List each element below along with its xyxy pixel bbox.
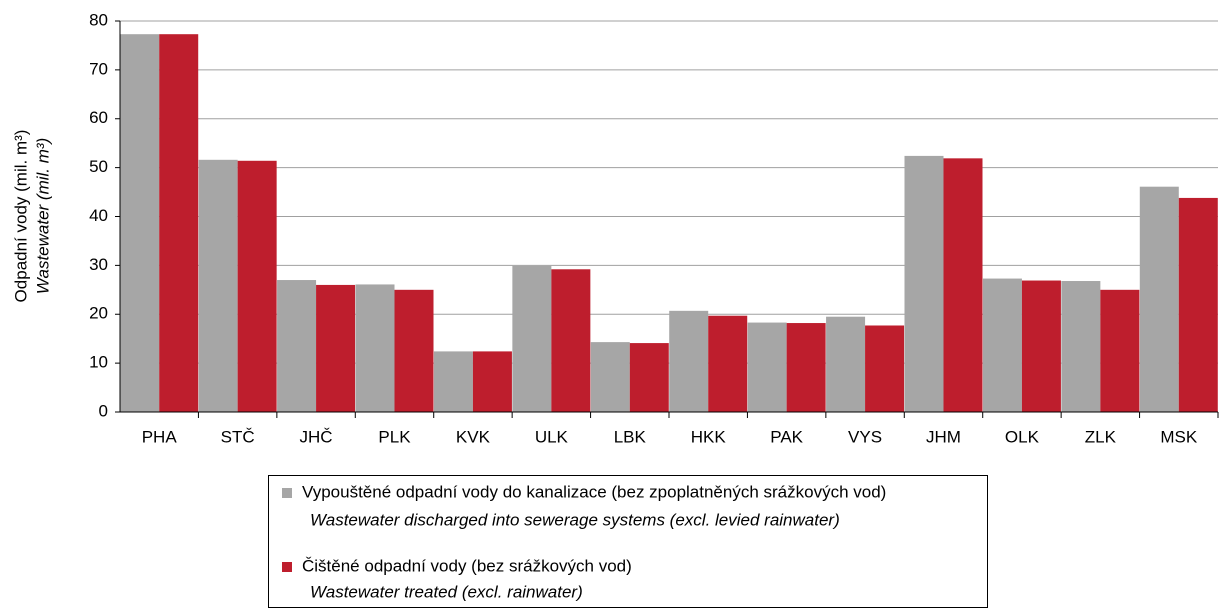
legend-label-en: Wastewater treated (excl. rainwater) xyxy=(310,582,583,601)
bar xyxy=(1061,281,1101,412)
y-tick-label: 50 xyxy=(89,157,108,176)
y-axis-label: Odpadní vody (mil. m³) xyxy=(11,130,30,303)
legend-swatch xyxy=(282,488,292,498)
bar xyxy=(198,159,238,412)
x-tick-label: OLK xyxy=(1005,427,1040,446)
x-tick-label: KVK xyxy=(456,427,491,446)
x-tick-label: PLK xyxy=(378,427,411,446)
legend-label: Vypouštěné odpadní vody do kanalizace (b… xyxy=(302,482,886,501)
bar xyxy=(433,351,473,412)
bar xyxy=(826,316,866,412)
bar xyxy=(159,34,199,412)
bar xyxy=(1100,289,1140,412)
y-tick-label: 30 xyxy=(89,255,108,274)
x-tick-label: LBK xyxy=(614,427,647,446)
x-tick-label: JHM xyxy=(926,427,961,446)
y-tick-label: 70 xyxy=(89,59,108,78)
bar xyxy=(1178,197,1218,412)
y-tick-label: 0 xyxy=(99,401,108,420)
x-tick-label: STČ xyxy=(221,427,255,446)
x-tick-label: ULK xyxy=(535,427,569,446)
bar xyxy=(277,280,317,412)
bar xyxy=(982,278,1022,412)
x-tick-label: PHA xyxy=(142,427,178,446)
y-tick-label: 40 xyxy=(89,206,108,225)
x-tick-label: ZLK xyxy=(1085,427,1117,446)
legend-label-en: Wastewater discharged into sewerage syst… xyxy=(310,510,840,529)
bar xyxy=(904,155,944,412)
bar xyxy=(472,351,512,412)
bar xyxy=(120,34,160,412)
x-tick-label: MSK xyxy=(1160,427,1198,446)
x-tick-label: PAK xyxy=(770,427,803,446)
x-tick-label: JHČ xyxy=(300,427,333,446)
bar xyxy=(786,323,826,412)
bar xyxy=(394,289,434,412)
bar xyxy=(316,284,356,412)
bar xyxy=(943,158,983,412)
bar xyxy=(355,284,395,412)
bar xyxy=(629,343,669,412)
bar xyxy=(708,315,748,412)
bar xyxy=(865,325,905,412)
bar xyxy=(669,310,709,412)
legend-label: Čištěné odpadní vody (bez srážkových vod… xyxy=(302,556,632,575)
bar xyxy=(237,160,277,412)
bar xyxy=(551,269,591,412)
y-tick-label: 80 xyxy=(89,10,108,29)
x-tick-label: VYS xyxy=(848,427,882,446)
legend-swatch xyxy=(282,562,292,572)
x-tick-label: HKK xyxy=(691,427,727,446)
bar xyxy=(1021,280,1061,412)
bar xyxy=(512,265,552,412)
y-tick-label: 10 xyxy=(89,353,108,372)
y-axis-label-en: Wastewater (mil. m³) xyxy=(33,138,52,294)
bar xyxy=(747,322,787,412)
bar xyxy=(1139,186,1179,412)
bar xyxy=(590,342,630,412)
y-tick-label: 60 xyxy=(89,108,108,127)
y-tick-label: 20 xyxy=(89,304,108,323)
